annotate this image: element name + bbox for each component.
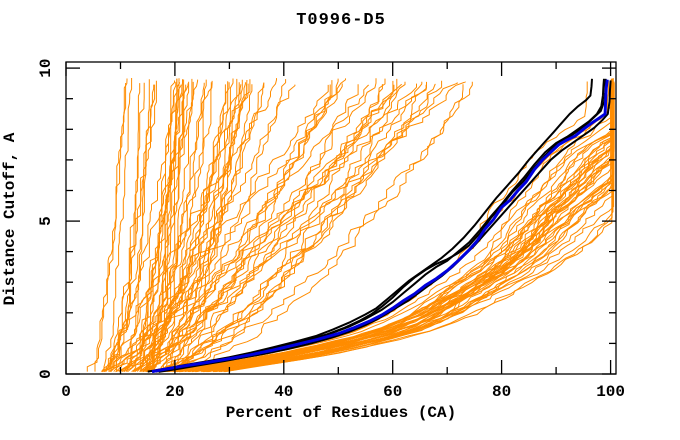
prediction-curve — [103, 78, 277, 372]
y-tick-label: 10 — [37, 58, 55, 77]
prediction-curve — [160, 80, 333, 372]
highlighted-series — [147, 78, 612, 374]
prediction-curve — [101, 84, 329, 373]
chart-title: T0996-D5 — [296, 11, 386, 30]
prediction-curve — [179, 83, 436, 373]
prediction-curve — [146, 78, 398, 373]
blue_best_curve — [151, 79, 609, 374]
prediction-curve — [176, 84, 464, 373]
prediction-curve — [156, 78, 386, 373]
prediction-curve — [161, 78, 377, 373]
x-tick-label: 20 — [165, 383, 184, 401]
prediction-curve — [164, 84, 359, 372]
axis-frame — [65, 61, 617, 375]
predictions-series — [86, 78, 615, 373]
y-axis-label: Distance Cutoff, A — [1, 132, 19, 306]
x-tick-label: 80 — [492, 383, 511, 401]
x-axis-label: Percent of Residues (CA) — [225, 404, 457, 422]
prediction-curve — [208, 80, 612, 373]
tick-labels: 0 20 40 60 80 100 0 5 10 — [37, 58, 625, 401]
prediction-curve — [123, 82, 458, 372]
prediction-curve — [179, 81, 613, 373]
prediction-curve — [101, 80, 157, 372]
prediction-curve — [153, 84, 331, 372]
y-tick-label: 0 — [37, 369, 55, 379]
prediction-curve — [159, 81, 427, 373]
prediction-curve — [157, 81, 406, 373]
y-tick-label: 5 — [37, 216, 55, 226]
prediction-curve — [103, 78, 133, 372]
prediction-curve — [174, 84, 395, 373]
prediction-curve — [159, 81, 466, 372]
x-tick-label: 40 — [274, 383, 293, 401]
prediction-curve — [139, 78, 178, 372]
prediction-curve — [108, 82, 145, 372]
prediction-curve — [160, 83, 403, 372]
prediction-curve — [146, 78, 193, 372]
x-tick-label: 60 — [383, 383, 402, 401]
prediction-curve — [158, 78, 238, 373]
prediction-curve — [94, 78, 128, 372]
prediction-curve — [142, 79, 287, 373]
black_curve_1 — [147, 78, 593, 373]
x-tick-label: 0 — [61, 383, 71, 401]
prediction-curve — [132, 83, 183, 372]
prediction-curve — [195, 83, 613, 373]
prediction-curve — [169, 80, 443, 372]
plot-frame — [65, 61, 617, 375]
prediction-curve — [189, 81, 609, 373]
prediction-curve — [108, 83, 417, 373]
prediction-curve — [170, 78, 339, 373]
prediction-curve — [121, 79, 150, 373]
prediction-curve — [184, 81, 615, 373]
prediction-curve — [175, 80, 613, 373]
prediction-curve — [110, 82, 180, 372]
prediction-curve — [86, 83, 127, 372]
prediction-curve — [151, 81, 423, 373]
x-tick-label: 100 — [596, 383, 625, 401]
prediction-curve — [126, 84, 296, 372]
prediction-curve — [133, 82, 265, 373]
prediction-curve — [167, 81, 588, 373]
prediction-curve — [120, 81, 177, 373]
prediction-curve — [142, 78, 346, 373]
prediction-curve — [134, 83, 343, 373]
prediction-curve — [206, 82, 614, 373]
